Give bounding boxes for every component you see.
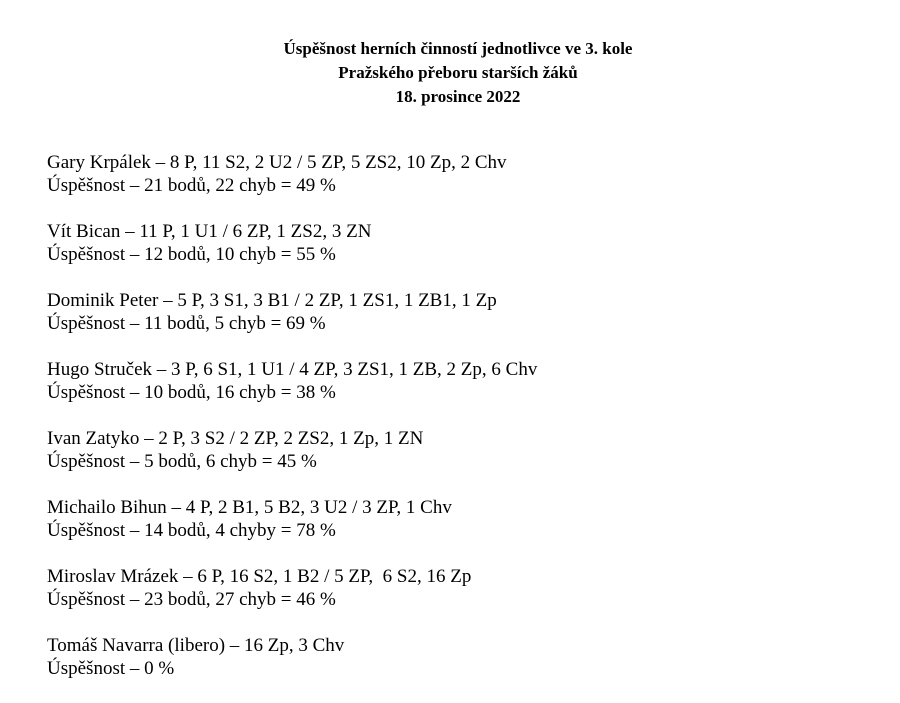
document-title: Úspěšnost herních činností jednotlivce v…: [16, 37, 900, 109]
title-line-3: 18. prosince 2022: [395, 87, 521, 106]
title-line-1: Úspěšnost herních činností jednotlivce v…: [283, 39, 633, 58]
player-entry: Miroslav Mrázek – 6 P, 16 S2, 1 B2 / 5 Z…: [47, 565, 537, 611]
player-stats: Gary Krpálek – 8 P, 11 S2, 2 U2 / 5 ZP, …: [47, 152, 507, 173]
player-success: Úspěšnost – 10 bodů, 16 chyb = 38 %: [47, 382, 336, 403]
player-entry: Tomáš Navarra (libero) – 16 Zp, 3 Chv Úsp…: [47, 634, 537, 680]
player-stats: Miroslav Mrázek – 6 P, 16 S2, 1 B2 / 5 Z…: [47, 566, 472, 587]
player-success: Úspěšnost – 11 bodů, 5 chyb = 69 %: [47, 313, 326, 334]
player-success: Úspěšnost – 14 bodů, 4 chyby = 78 %: [47, 520, 336, 541]
player-entry: Michailo Bihun – 4 P, 2 B1, 5 B2, 3 U2 /…: [47, 496, 537, 542]
player-stats: Vít Bican – 11 P, 1 U1 / 6 ZP, 1 ZS2, 3 …: [47, 221, 372, 242]
player-stats: Dominik Peter – 5 P, 3 S1, 3 B1 / 2 ZP, …: [47, 290, 497, 311]
player-stats: Michailo Bihun – 4 P, 2 B1, 5 B2, 3 U2 /…: [47, 497, 452, 518]
player-stats: Ivan Zatyko – 2 P, 3 S2 / 2 ZP, 2 ZS2, 1…: [47, 428, 424, 449]
player-stats: Tomáš Navarra (libero) – 16 Zp, 3 Chv: [47, 635, 345, 656]
player-list: Gary Krpálek – 8 P, 11 S2, 2 U2 / 5 ZP, …: [47, 151, 537, 703]
player-success: Úspěšnost – 21 bodů, 22 chyb = 49 %: [47, 175, 336, 196]
player-success: Úspěšnost – 5 bodů, 6 chyb = 45 %: [47, 451, 317, 472]
player-entry: Vít Bican – 11 P, 1 U1 / 6 ZP, 1 ZS2, 3 …: [47, 220, 537, 266]
title-line-2: Pražského přeboru starších žáků: [338, 63, 578, 82]
player-entry: Ivan Zatyko – 2 P, 3 S2 / 2 ZP, 2 ZS2, 1…: [47, 427, 537, 473]
player-entry: Dominik Peter – 5 P, 3 S1, 3 B1 / 2 ZP, …: [47, 289, 537, 335]
player-entry: Gary Krpálek – 8 P, 11 S2, 2 U2 / 5 ZP, …: [47, 151, 537, 197]
player-entry: Hugo Struček – 3 P, 6 S1, 1 U1 / 4 ZP, 3…: [47, 358, 537, 404]
player-success: Úspěšnost – 12 bodů, 10 chyb = 55 %: [47, 244, 336, 265]
player-stats: Hugo Struček – 3 P, 6 S1, 1 U1 / 4 ZP, 3…: [47, 359, 538, 380]
player-success: Úspěšnost – 0 %: [47, 658, 175, 679]
player-success: Úspěšnost – 23 bodů, 27 chyb = 46 %: [47, 589, 336, 610]
